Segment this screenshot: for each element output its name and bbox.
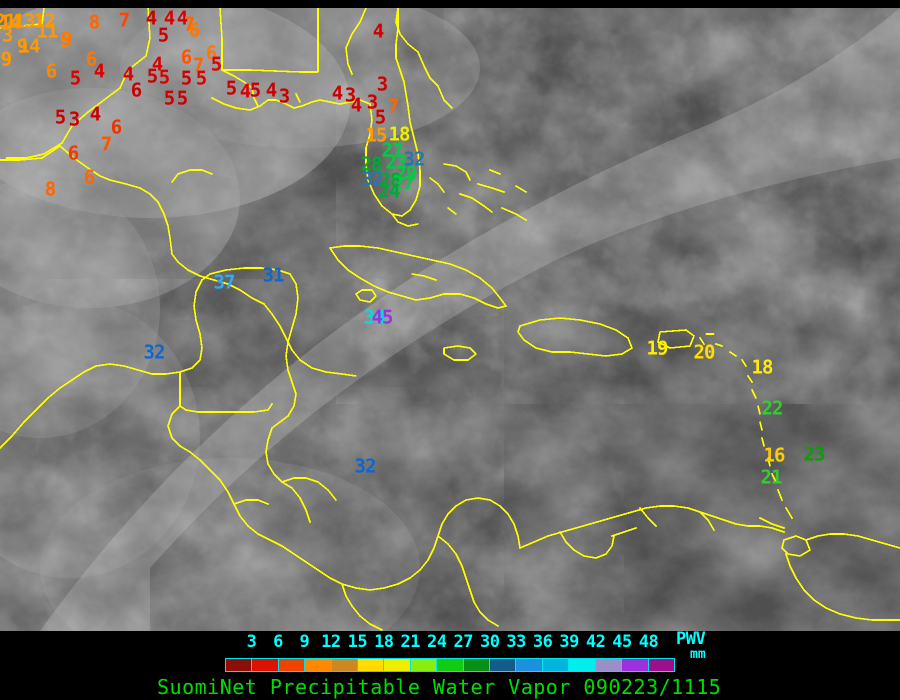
colorbar-swatch [384,659,411,671]
colorbar-tick: 21 [400,632,421,652]
colorbar-tick: 33 [506,632,526,652]
colorbar-tick-labels: 3 6 9 12 15 18 21 24 27 30 33 36 39 42 45 48 [0,633,900,651]
colorbar-tick: 30 [479,632,500,652]
colorbar-swatch [305,659,332,671]
colorbar-swatch [226,659,253,671]
colorbar-tick: 3 [246,632,257,652]
colorbar-tick: 6 [273,632,283,652]
colorbar-swatch [358,659,385,671]
colorbar-swatch [252,659,279,671]
colorbar-tick: 48 [638,632,659,652]
colorbar-swatch [542,659,570,671]
colorbar-tick: 39 [559,632,579,652]
satellite-map: 2113129314119149874447656964544556765555… [0,8,900,631]
colorbar-units-label: mm [690,647,706,662]
colorbar-tick: 9 [299,632,310,652]
colorbar-swatch [516,659,543,671]
colorbar-swatch [490,659,517,671]
colorbar-tick: 24 [427,632,447,652]
product-title: SuomiNet Precipitable Water Vapor 090223… [157,675,722,699]
colorbar-tick: 18 [374,632,394,652]
colorbar-swatch [648,659,674,671]
colorbar-swatch [278,659,306,671]
colorbar-variable-label: PWV [676,629,706,649]
colorbar-swatch [569,659,596,671]
colorbar-tick: 15 [347,632,368,652]
colorbar-swatch [437,659,464,671]
colorbar-tick: 36 [532,632,553,652]
colorbar-swatch [331,659,359,671]
colorbar-tick: 45 [612,632,632,652]
colorbar-swatch [410,659,438,671]
colorbar [225,658,675,672]
satellite-basemap [0,8,900,631]
colorbar-tick: 27 [453,632,473,652]
colorbar-tick: 42 [585,632,606,652]
legend-panel: 3 6 9 12 15 18 21 24 27 30 33 36 39 42 45 48 PWV mm Suo… [0,631,900,700]
colorbar-swatch [463,659,491,671]
colorbar-tick: 12 [321,632,341,652]
colorbar-swatch [622,659,649,671]
colorbar-swatch [595,659,623,671]
coastline-overlay [0,8,900,631]
